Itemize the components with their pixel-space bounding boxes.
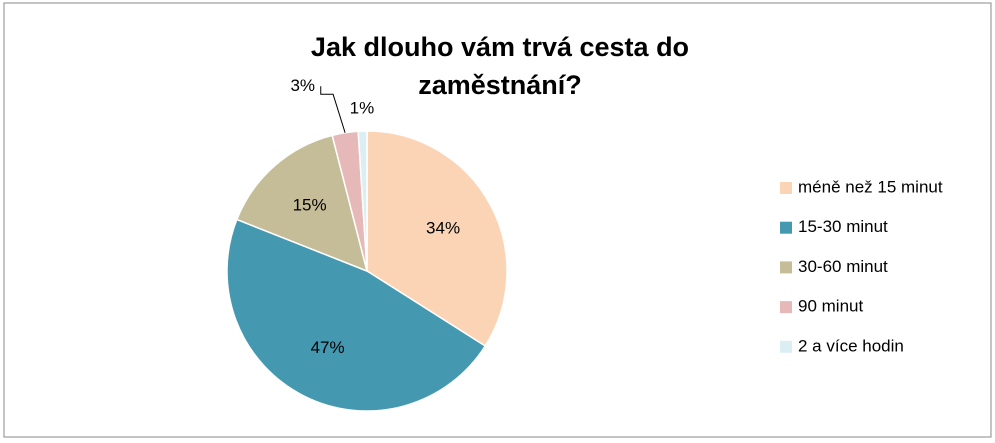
data-label: 47%: [311, 338, 345, 357]
legend-swatch: [780, 261, 792, 274]
legend-label: 30-60 minut: [798, 257, 888, 276]
data-label: 34%: [426, 219, 460, 238]
legend-swatch: [780, 221, 792, 234]
data-label: 1%: [350, 99, 375, 118]
pie-slice: [357, 130, 368, 272]
legend-label: méně než 15 minut: [798, 177, 943, 196]
data-label: 3%: [290, 76, 315, 95]
pie-slice: [235, 134, 369, 273]
legend-swatch: [780, 340, 792, 353]
leader-line: [320, 86, 346, 133]
legend-label: 15-30 minut: [798, 217, 888, 236]
pie-slice: [366, 130, 508, 348]
legend-label: 90 minut: [798, 297, 863, 316]
legend-swatch: [780, 182, 792, 194]
legend-label: 2 a více hodin: [798, 336, 904, 355]
chart-title: Jak dlouho vám trvá cesta do zaměstnání?: [310, 32, 690, 100]
data-label: 15%: [293, 195, 327, 214]
pie-slice: [226, 218, 487, 412]
legend-swatch: [780, 301, 792, 314]
